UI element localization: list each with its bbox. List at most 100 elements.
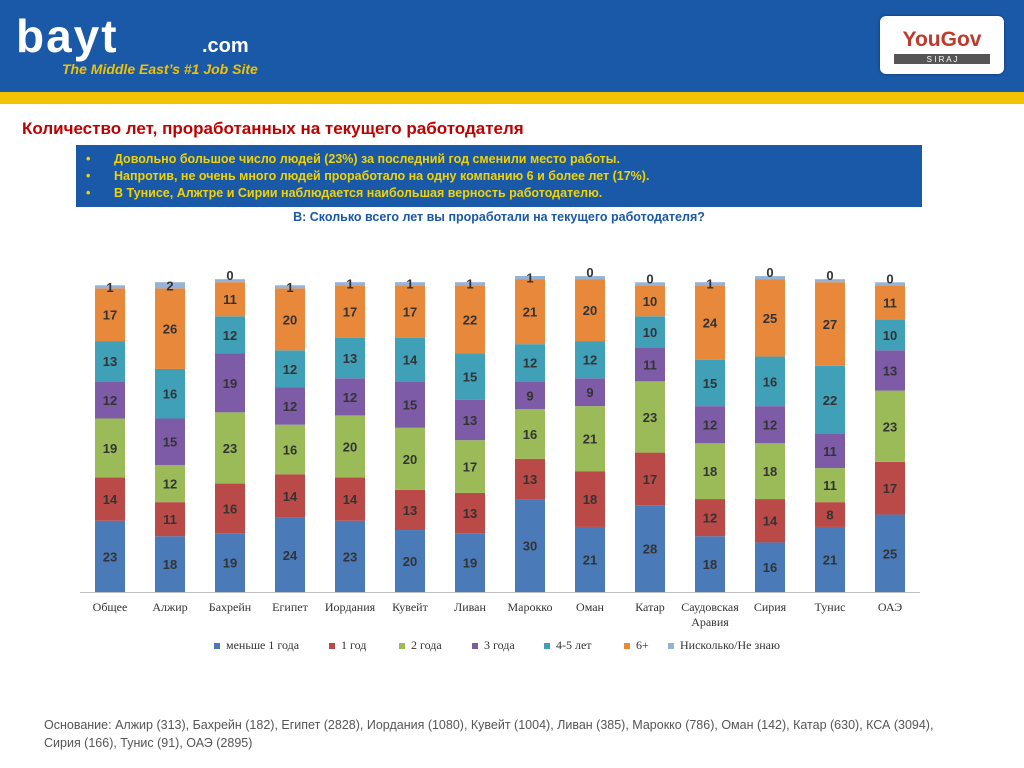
bar-segment xyxy=(215,353,245,413)
data-label: 23 xyxy=(223,441,237,456)
data-label: 13 xyxy=(103,354,117,369)
data-label: 0 xyxy=(586,265,593,280)
bar-segment xyxy=(395,285,425,338)
bar-segment xyxy=(755,499,785,543)
bar-segment xyxy=(755,356,785,407)
bar-segment xyxy=(95,288,125,342)
data-label: 18 xyxy=(763,464,777,479)
data-label: 17 xyxy=(343,305,357,320)
data-label: 8 xyxy=(826,508,833,523)
bar-segment xyxy=(215,533,245,592)
data-label: 11 xyxy=(163,512,177,527)
data-label: 14 xyxy=(343,492,358,507)
legend-label: 4-5 лет xyxy=(556,638,592,652)
yougov-text: YouGov xyxy=(903,28,982,51)
yougov-logo[interactable]: YouGov S I R A J xyxy=(880,16,1004,74)
bar-segment xyxy=(815,434,845,469)
data-label: 26 xyxy=(163,322,177,337)
bar-segment xyxy=(455,492,485,534)
bar-segment xyxy=(575,276,605,280)
legend-label: 6+ xyxy=(636,638,649,652)
bar-segment xyxy=(755,406,785,444)
page-title: Количество лет, проработанных на текущег… xyxy=(22,119,524,138)
bullet: • xyxy=(86,186,91,200)
data-label: 17 xyxy=(403,305,417,320)
data-label: 9 xyxy=(586,385,593,400)
header-stripe xyxy=(0,92,1024,104)
data-label: 15 xyxy=(163,435,177,450)
bar-segment xyxy=(335,378,365,416)
data-label: 1 xyxy=(466,277,473,292)
data-label: 13 xyxy=(883,363,897,378)
bar-segment xyxy=(275,285,305,289)
survey-question: В: Сколько всего лет вы проработали на т… xyxy=(293,210,705,224)
bar-segment xyxy=(155,464,185,503)
bar-segment xyxy=(335,337,365,379)
bar-segment xyxy=(815,365,845,434)
bar-segment xyxy=(635,347,665,382)
legend-swatch xyxy=(544,643,550,649)
category-label: Иордания xyxy=(325,600,376,614)
siraj-text: S I R A J xyxy=(927,55,958,64)
data-label: 13 xyxy=(463,413,477,428)
bar-segment xyxy=(875,461,905,515)
bar-segment xyxy=(95,520,125,592)
bar-segment xyxy=(635,452,665,506)
data-label: 16 xyxy=(283,442,297,457)
bar-segment xyxy=(155,288,185,369)
bar-segment xyxy=(155,282,185,289)
data-label: 16 xyxy=(763,374,777,389)
data-label: 1 xyxy=(106,280,113,295)
data-label: 12 xyxy=(583,353,597,368)
bar-segment xyxy=(635,316,665,348)
bar-segment xyxy=(455,282,485,286)
data-label: 28 xyxy=(643,542,657,557)
bar-segment xyxy=(335,477,365,521)
data-label: 23 xyxy=(643,410,657,425)
data-label: 23 xyxy=(343,549,357,564)
data-label: 17 xyxy=(463,460,477,475)
data-label: 1 xyxy=(706,277,713,292)
bar-segment xyxy=(395,282,425,286)
data-label: 17 xyxy=(883,481,897,496)
bar-segment xyxy=(335,285,365,338)
category-label: Катар xyxy=(635,600,665,614)
bar-segment xyxy=(95,341,125,382)
data-label: 12 xyxy=(703,511,717,526)
bar-segment xyxy=(455,533,485,592)
bar-segment xyxy=(395,530,425,592)
data-label: 16 xyxy=(523,427,537,442)
bar-segment xyxy=(635,285,665,317)
data-label: 17 xyxy=(643,472,657,487)
data-label: 11 xyxy=(823,478,837,493)
data-label: 16 xyxy=(163,387,177,402)
data-label: 0 xyxy=(226,268,233,283)
bullet: • xyxy=(86,152,91,166)
bayt-logo[interactable]: bayt .com The Middle East’s #1 Job Site xyxy=(14,10,314,82)
data-label: 15 xyxy=(403,398,417,413)
data-label: 1 xyxy=(526,271,533,286)
data-label: 18 xyxy=(163,557,177,572)
bar-segment xyxy=(575,406,605,472)
summary-text: Напротив, не очень много людей проработа… xyxy=(114,169,650,183)
legend-swatch xyxy=(668,643,674,649)
bar-segment xyxy=(395,337,425,382)
data-label: 15 xyxy=(703,376,717,391)
data-label: 21 xyxy=(583,432,597,447)
category-label: Алжир xyxy=(152,600,187,614)
bar-segment xyxy=(875,514,905,592)
bar-segment xyxy=(575,471,605,527)
data-label: 12 xyxy=(223,328,237,343)
data-label: 18 xyxy=(703,464,717,479)
bar-segment xyxy=(455,285,485,354)
data-label: 27 xyxy=(823,317,837,332)
bar-segment xyxy=(875,319,905,351)
data-label: 19 xyxy=(103,441,117,456)
category-label: Бахрейн xyxy=(209,600,252,614)
bar-segment xyxy=(215,412,245,484)
bar-segment xyxy=(515,499,545,592)
bar-segment xyxy=(395,489,425,531)
legend-label: Нисколько/Не знаю xyxy=(680,638,780,652)
category-label: Марокко xyxy=(507,600,552,614)
bar-segment xyxy=(335,520,365,592)
